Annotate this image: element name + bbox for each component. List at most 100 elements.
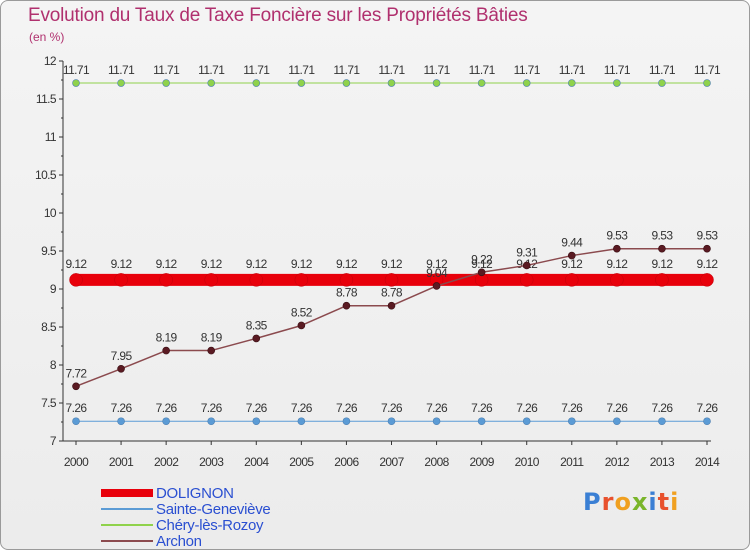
- data-label-chery-les-rozoy: 11.71: [649, 63, 676, 77]
- data-point-archon: [117, 364, 125, 373]
- data-point-dolignon: [204, 273, 218, 287]
- x-tick-label: 2000: [64, 455, 89, 469]
- data-label-chery-les-rozoy: 11.71: [604, 63, 631, 77]
- y-tick-label: 11: [45, 130, 57, 144]
- legend-swatch: [101, 540, 153, 542]
- data-label-sainte-genevieve: 7.26: [606, 401, 628, 415]
- data-label-chery-les-rozoy: 11.71: [514, 63, 541, 77]
- data-label-chery-les-rozoy: 11.71: [153, 63, 180, 77]
- x-tick-label: 2004: [244, 455, 269, 469]
- data-point-sainte-genevieve: [297, 417, 306, 426]
- y-tick-label: 7: [50, 434, 57, 448]
- data-label-dolignon: 9.12: [156, 257, 178, 271]
- x-tick-label: 2012: [605, 455, 630, 469]
- data-point-dolignon: [519, 273, 534, 287]
- x-tick-label: 2010: [515, 455, 540, 469]
- data-point-archon: [162, 346, 170, 355]
- x-tick-label: 2013: [650, 455, 675, 469]
- data-label-archon: 9.04: [426, 266, 448, 280]
- data-point-dolignon: [114, 273, 128, 287]
- data-point-dolignon: [159, 273, 173, 287]
- data-label-dolignon: 9.12: [606, 257, 628, 271]
- legend-swatch: [101, 524, 153, 526]
- legend-swatch: [101, 508, 153, 510]
- legend-item: Archon: [101, 533, 270, 549]
- data-label-chery-les-rozoy: 11.71: [424, 63, 451, 77]
- data-point-chery-les-rozoy: [72, 79, 80, 87]
- x-tick-label: 2006: [334, 455, 359, 469]
- legend-swatch: [101, 489, 153, 497]
- data-label-dolignon: 9.12: [651, 257, 673, 271]
- data-label-sainte-genevieve: 7.26: [336, 401, 358, 415]
- y-tick-label: 9.5: [41, 244, 57, 258]
- data-label-sainte-genevieve: 7.26: [66, 401, 88, 415]
- data-label-chery-les-rozoy: 11.71: [378, 63, 405, 77]
- data-label-chery-les-rozoy: 11.71: [559, 63, 586, 77]
- x-tick-label: 2003: [199, 455, 224, 469]
- data-point-chery-les-rozoy: [567, 79, 576, 87]
- data-label-dolignon: 9.12: [426, 257, 448, 271]
- y-tick-label: 9: [50, 282, 57, 296]
- data-point-archon: [297, 321, 306, 330]
- data-point-sainte-genevieve: [703, 417, 711, 426]
- data-point-archon: [522, 261, 531, 270]
- data-point-chery-les-rozoy: [432, 79, 441, 87]
- data-label-archon: 8.78: [336, 286, 358, 300]
- data-label-dolignon: 9.12: [201, 257, 223, 271]
- legend-label: Sainte-Geneviève: [156, 500, 271, 518]
- data-label-sainte-genevieve: 7.26: [156, 401, 178, 415]
- y-tick-label: 12: [44, 54, 57, 68]
- data-label-dolignon: 9.12: [66, 257, 88, 271]
- data-label-sainte-genevieve: 7.26: [246, 401, 268, 415]
- x-tick-label: 2005: [289, 455, 314, 469]
- data-label-sainte-genevieve: 7.26: [426, 401, 448, 415]
- data-label-chery-les-rozoy: 11.71: [469, 63, 496, 77]
- data-label-archon: 9.53: [651, 229, 673, 243]
- y-tick-label: 8: [50, 358, 57, 372]
- data-label-dolignon: 9.12: [561, 257, 583, 271]
- data-point-chery-les-rozoy: [162, 79, 170, 87]
- data-point-sainte-genevieve: [613, 417, 621, 426]
- data-label-archon: 8.78: [381, 286, 403, 300]
- data-point-sainte-genevieve: [207, 417, 216, 426]
- legend-label: DOLIGNON: [156, 484, 234, 502]
- data-point-chery-les-rozoy: [703, 79, 711, 87]
- data-point-sainte-genevieve: [432, 417, 441, 426]
- y-tick-label: 10: [44, 206, 57, 220]
- x-tick-label: 2002: [154, 455, 179, 469]
- x-tick-label: 2011: [560, 455, 584, 469]
- data-label-dolignon: 9.12: [291, 257, 313, 271]
- data-label-archon: 7.72: [66, 366, 88, 380]
- data-point-archon: [387, 301, 396, 310]
- data-point-dolignon: [655, 273, 669, 287]
- legend-label: Chéry-lès-Rozoy: [156, 516, 264, 534]
- y-tick-label: 7.5: [41, 396, 57, 410]
- data-point-dolignon: [69, 273, 83, 287]
- data-point-chery-les-rozoy: [522, 79, 531, 87]
- data-point-archon: [72, 382, 80, 391]
- data-point-dolignon: [565, 273, 579, 287]
- data-point-dolignon: [294, 273, 309, 287]
- data-point-sainte-genevieve: [522, 417, 531, 426]
- legend-item: DOLIGNON: [101, 484, 270, 502]
- data-label-archon: 8.19: [201, 331, 223, 345]
- data-label-chery-les-rozoy: 11.71: [333, 63, 360, 77]
- data-label-archon: 8.35: [246, 318, 268, 332]
- data-label-chery-les-rozoy: 11.71: [198, 63, 225, 77]
- data-point-dolignon: [610, 273, 624, 287]
- x-tick-label: 2008: [424, 455, 449, 469]
- data-label-sainte-genevieve: 7.26: [697, 401, 719, 415]
- data-label-sainte-genevieve: 7.26: [561, 401, 583, 415]
- data-label-sainte-genevieve: 7.26: [201, 401, 223, 415]
- data-point-archon: [613, 244, 621, 253]
- unit-label: (en %): [29, 30, 65, 44]
- data-point-archon: [703, 244, 711, 253]
- data-label-chery-les-rozoy: 11.71: [63, 63, 90, 77]
- x-tick-label: 2009: [469, 455, 494, 469]
- x-tick-label: 2001: [109, 455, 134, 469]
- legend-item: Sainte-Geneviève: [101, 500, 271, 518]
- data-point-chery-les-rozoy: [117, 79, 125, 87]
- data-point-chery-les-rozoy: [252, 79, 261, 87]
